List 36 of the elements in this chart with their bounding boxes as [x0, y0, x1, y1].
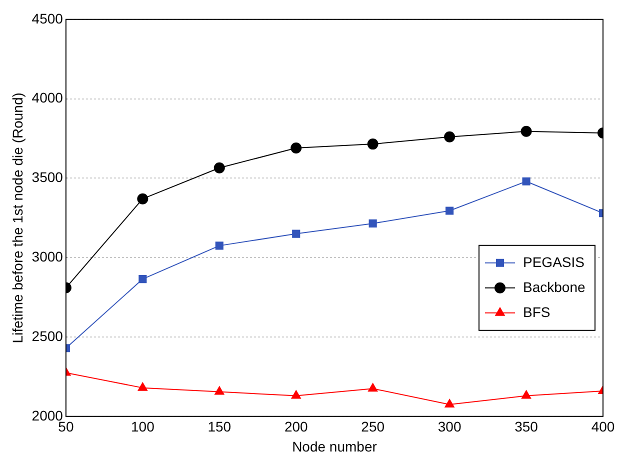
x-tick-label: 150 — [208, 418, 232, 435]
point — [368, 219, 377, 228]
point — [290, 142, 302, 154]
x-tick-label: 100 — [130, 418, 155, 435]
y-tick-label: 3500 — [32, 169, 64, 186]
point — [520, 126, 532, 137]
point — [214, 162, 225, 174]
x-axis-title: Node number — [292, 438, 378, 454]
point — [521, 390, 532, 399]
point — [367, 138, 378, 150]
point — [368, 383, 378, 392]
y-tick-label: 3000 — [32, 248, 64, 264]
point — [138, 382, 148, 391]
point — [444, 398, 454, 408]
y-tick-label: 2500 — [32, 328, 64, 344]
point — [444, 131, 456, 142]
point — [291, 390, 301, 399]
point — [138, 275, 147, 284]
x-tick-label: 250 — [361, 418, 385, 435]
point — [137, 193, 148, 204]
x-tick-label: 200 — [284, 418, 308, 435]
y-tick-label: 4000 — [32, 90, 64, 106]
point — [522, 177, 530, 186]
y-tick-label: 4500 — [32, 10, 64, 26]
legend-label: BFS — [523, 304, 550, 320]
point — [215, 242, 224, 250]
point — [214, 386, 224, 395]
y-axis-title: Lifetime before the 1st node die (Round) — [9, 92, 26, 344]
y-tick-label: 2000 — [32, 407, 64, 424]
x-tick-label: 400 — [591, 418, 615, 435]
x-tick-label: 350 — [514, 418, 538, 435]
x-tick-label: 300 — [438, 418, 462, 435]
point — [292, 230, 300, 238]
legend-label: Backbone — [523, 278, 586, 295]
legend-label: PEGASIS — [523, 254, 584, 270]
point — [446, 206, 454, 215]
